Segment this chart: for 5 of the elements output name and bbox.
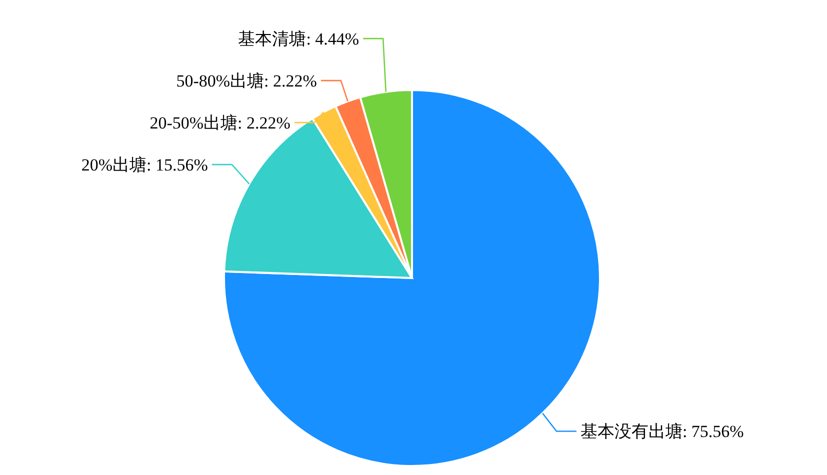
slice-label: 基本清塘: 4.44% xyxy=(238,30,360,48)
slice-label: 50-80%出塘: 2.22% xyxy=(176,72,317,90)
slice-label: 20%出塘: 15.56% xyxy=(81,156,208,174)
slice-label: 基本没有出塘: 75.56% xyxy=(580,422,744,442)
slice-label: 20-50%出塘: 2.22% xyxy=(150,114,290,132)
